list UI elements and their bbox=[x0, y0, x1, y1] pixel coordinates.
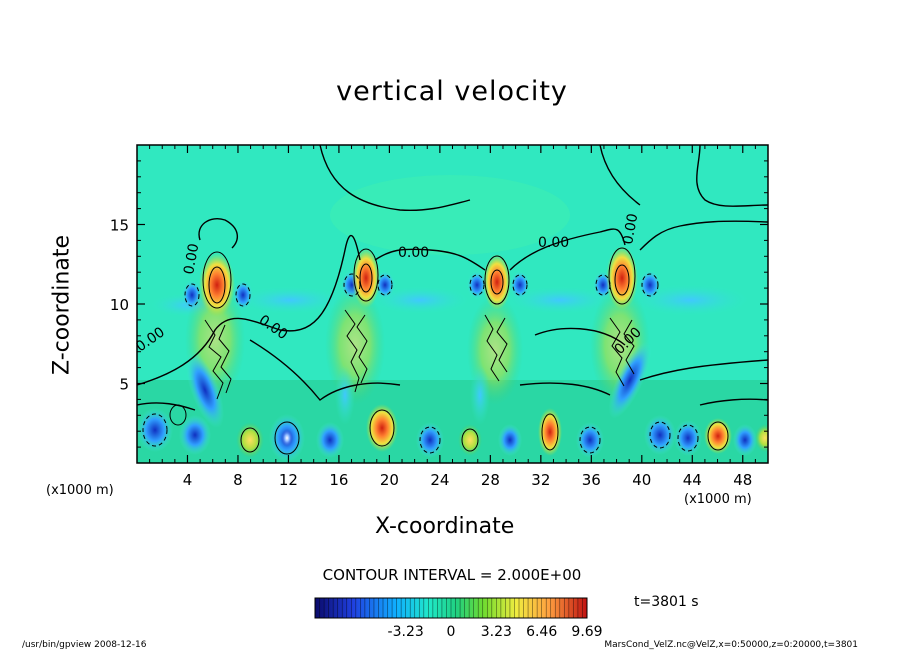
contour-label-group: 0.000.000.00 0.000.000.000.00 bbox=[133, 212, 645, 358]
colorbar-tick-label: 3.23 bbox=[481, 624, 512, 640]
contour-lines bbox=[137, 145, 768, 411]
x-tick-label: 12 bbox=[279, 471, 298, 489]
footer-file-info: MarsCond_VelZ.nc@VelZ,x=0:50000,z=0:2000… bbox=[604, 640, 858, 650]
x-tick-label: 40 bbox=[632, 471, 651, 489]
colorbar-ticks: -3.23 0 3.23 6.46 9.69 bbox=[388, 624, 603, 640]
colorbar-tick-label: 9.69 bbox=[571, 624, 602, 640]
y-axis-ticks: 5 10 15 bbox=[110, 160, 768, 448]
y-tick-label: 10 bbox=[110, 296, 129, 314]
contour-label: 0.00 bbox=[620, 212, 641, 245]
contour-label: 0.00 bbox=[538, 235, 569, 251]
footer-program-date: /usr/bin/gpview 2008-12-16 bbox=[22, 640, 147, 650]
x-axis-unit-left: (x1000 m) bbox=[46, 483, 114, 498]
x-tick-label: 44 bbox=[683, 471, 702, 489]
y-tick-label: 5 bbox=[119, 376, 129, 394]
time-label: t=3801 s bbox=[634, 594, 699, 610]
x-tick-label: 28 bbox=[481, 471, 500, 489]
colorbar-tick-label: 0 bbox=[447, 624, 456, 640]
x-axis-unit-right: (x1000 m) bbox=[684, 492, 752, 507]
contour-label: 0.00 bbox=[398, 245, 429, 261]
colorbar-frame bbox=[314, 597, 588, 619]
x-tick-label: 20 bbox=[380, 471, 399, 489]
x-tick-label: 36 bbox=[582, 471, 601, 489]
x-tick-label: 32 bbox=[531, 471, 550, 489]
colorbar-tick-label: -3.23 bbox=[388, 624, 424, 640]
contour-label: 0.00 bbox=[181, 242, 202, 275]
x-tick-label: 16 bbox=[329, 471, 348, 489]
x-tick-label: 48 bbox=[733, 471, 752, 489]
chart-title: vertical velocity bbox=[336, 76, 568, 107]
colorbar-tick-label: 6.46 bbox=[526, 624, 557, 640]
x-tick-label: 8 bbox=[233, 471, 243, 489]
x-tick-label: 4 bbox=[183, 471, 193, 489]
x-tick-label: 24 bbox=[430, 471, 449, 489]
velocity-field bbox=[137, 145, 768, 463]
x-axis-label: X-coordinate bbox=[375, 514, 515, 539]
x-axis-ticks: 4 8 12 16 20 24 28 32 36 40 44 48 bbox=[149, 145, 756, 489]
y-tick-label: 15 bbox=[110, 217, 129, 235]
convective-contours bbox=[142, 247, 729, 455]
contour-interval-text: CONTOUR INTERVAL = 2.000E+00 bbox=[322, 566, 582, 584]
y-axis-label: Z-coordinate bbox=[49, 235, 75, 375]
